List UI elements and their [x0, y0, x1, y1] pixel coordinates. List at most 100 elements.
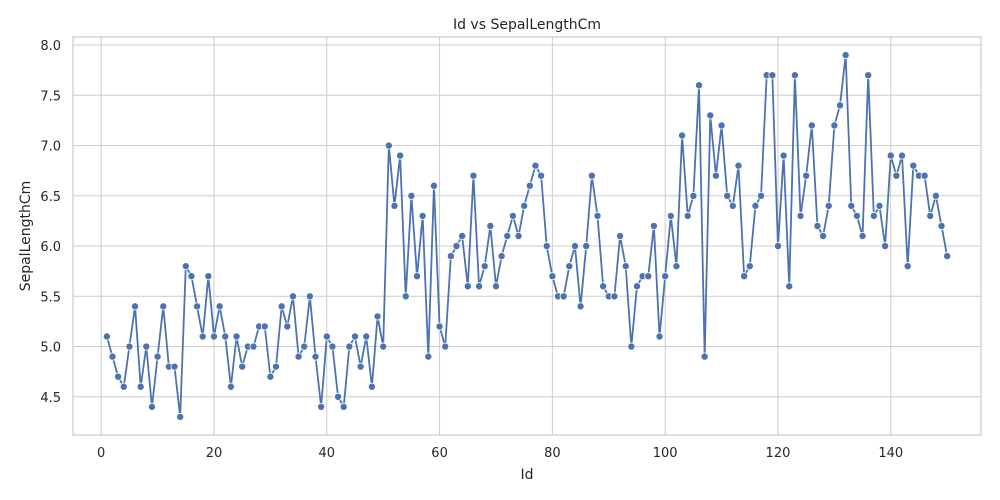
- data-point: [463, 282, 472, 291]
- data-point: [272, 362, 281, 371]
- data-point: [847, 201, 856, 210]
- x-tick-label: 20: [206, 446, 223, 461]
- data-point: [367, 382, 376, 391]
- data-point: [886, 151, 895, 160]
- data-point: [486, 221, 495, 230]
- x-tick-label: 40: [319, 446, 336, 461]
- data-point: [266, 372, 275, 381]
- data-point: [632, 282, 641, 291]
- data-point: [322, 332, 331, 341]
- series-points: [102, 51, 952, 421]
- data-point: [700, 352, 709, 361]
- data-point: [892, 171, 901, 180]
- data-point: [689, 191, 698, 200]
- y-tick-label: 8.0: [40, 39, 61, 54]
- data-point: [655, 332, 664, 341]
- data-point: [413, 272, 422, 281]
- data-point: [582, 242, 591, 251]
- data-point: [627, 342, 636, 351]
- data-point: [328, 342, 337, 351]
- data-point: [706, 111, 715, 120]
- data-point: [277, 302, 286, 311]
- data-point: [661, 272, 670, 281]
- data-point: [520, 201, 529, 210]
- data-point: [542, 242, 551, 251]
- data-point: [153, 352, 162, 361]
- data-point: [903, 262, 912, 271]
- data-point: [649, 221, 658, 230]
- data-point: [531, 161, 540, 170]
- chart-title: Id vs SepalLengthCm: [453, 17, 601, 33]
- data-point: [125, 342, 134, 351]
- data-point: [283, 322, 292, 331]
- data-point: [576, 302, 585, 311]
- data-point: [666, 211, 675, 220]
- data-point: [131, 302, 140, 311]
- data-point: [864, 71, 873, 80]
- y-tick-label: 5.0: [40, 341, 61, 356]
- data-point: [717, 121, 726, 130]
- data-point: [215, 302, 224, 311]
- data-point: [480, 262, 489, 271]
- data-point: [537, 171, 546, 180]
- data-point: [931, 191, 940, 200]
- data-point: [491, 282, 500, 291]
- data-point: [570, 242, 579, 251]
- data-point: [102, 332, 111, 341]
- data-point: [300, 342, 309, 351]
- data-point: [790, 71, 799, 80]
- data-point: [678, 131, 687, 140]
- data-point: [418, 211, 427, 220]
- data-point: [147, 402, 156, 411]
- data-point: [610, 292, 619, 301]
- y-tick-label: 6.0: [40, 240, 61, 255]
- y-tick-label: 7.0: [40, 140, 61, 155]
- x-tick-label: 60: [431, 446, 448, 461]
- data-point: [339, 402, 348, 411]
- data-point: [525, 181, 534, 190]
- data-point: [475, 282, 484, 291]
- data-point: [429, 181, 438, 190]
- data-point: [683, 211, 692, 220]
- data-point: [852, 211, 861, 220]
- data-point: [373, 312, 382, 321]
- data-point: [745, 262, 754, 271]
- data-point: [170, 362, 179, 371]
- data-point: [181, 262, 190, 271]
- plot-frame: [72, 36, 982, 436]
- data-point: [587, 171, 596, 180]
- data-point: [920, 171, 929, 180]
- data-point: [159, 302, 168, 311]
- data-point: [446, 252, 455, 261]
- data-point: [232, 332, 241, 341]
- data-point: [238, 362, 247, 371]
- data-point: [785, 282, 794, 291]
- data-point: [136, 382, 145, 391]
- data-point: [807, 121, 816, 130]
- data-point: [819, 231, 828, 240]
- data-point: [937, 221, 946, 230]
- data-point: [114, 372, 123, 381]
- data-point: [497, 252, 506, 261]
- data-point: [881, 242, 890, 251]
- data-point: [198, 332, 207, 341]
- x-axis-ticks: 0 20 40 60 80 100 120 140: [97, 446, 903, 461]
- data-point: [802, 171, 811, 180]
- data-point: [773, 242, 782, 251]
- data-point: [836, 101, 845, 110]
- data-point: [452, 242, 461, 251]
- data-point: [740, 272, 749, 281]
- data-point: [548, 272, 557, 281]
- x-tick-label: 140: [878, 446, 903, 461]
- data-point: [514, 231, 523, 240]
- data-point: [458, 231, 467, 240]
- y-tick-label: 6.5: [40, 190, 61, 205]
- data-point: [119, 382, 128, 391]
- data-point: [187, 272, 196, 281]
- data-point: [108, 352, 117, 361]
- data-point: [176, 412, 185, 421]
- data-point: [841, 51, 850, 60]
- data-point: [503, 231, 512, 240]
- data-point: [779, 151, 788, 160]
- data-point: [943, 252, 952, 261]
